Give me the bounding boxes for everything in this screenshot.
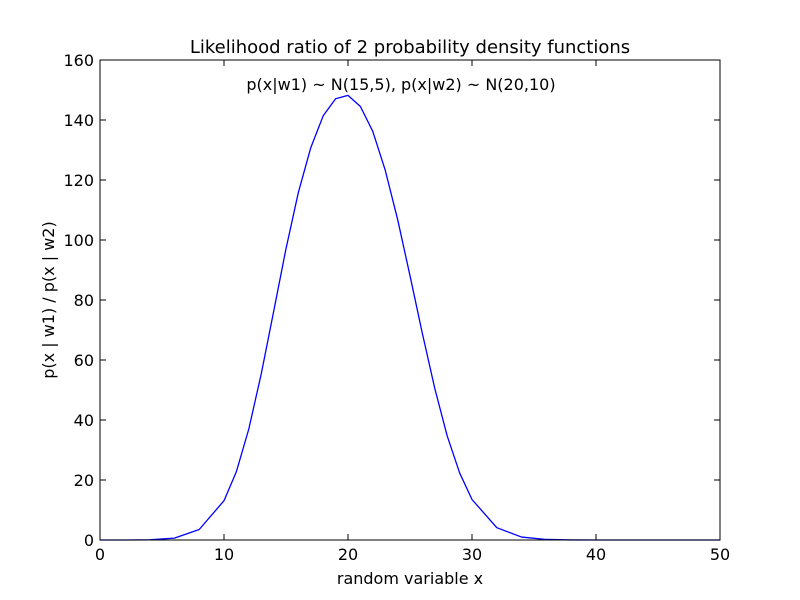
x-axis-label: random variable x <box>337 569 483 588</box>
y-tick-label: 40 <box>74 411 94 430</box>
y-tick-label: 140 <box>63 111 94 130</box>
y-tick-label: 120 <box>63 171 94 190</box>
chart-annotation: p(x|w1) ~ N(15,5), p(x|w2) ~ N(20,10) <box>246 75 555 94</box>
x-tick-label: 30 <box>462 545 482 564</box>
y-tick-label: 80 <box>74 291 94 310</box>
y-tick-label: 20 <box>74 471 94 490</box>
x-tick-label: 0 <box>95 545 105 564</box>
y-tick-label: 0 <box>84 531 94 550</box>
y-axis-label: p(x | w1) / p(x | w2) <box>39 221 58 378</box>
x-tick-label: 20 <box>338 545 358 564</box>
y-tick-label: 160 <box>63 51 94 70</box>
x-tick-label: 50 <box>710 545 730 564</box>
x-tick-label: 10 <box>214 545 234 564</box>
y-tick-label: 100 <box>63 231 94 250</box>
y-tick-label: 60 <box>74 351 94 370</box>
axis-ticks: 0 10 20 30 40 50 0 20 40 60 80 100 120 140 160 <box>63 51 730 564</box>
x-tick-label: 40 <box>586 545 606 564</box>
chart-title: Likelihood ratio of 2 probability densit… <box>190 37 630 58</box>
